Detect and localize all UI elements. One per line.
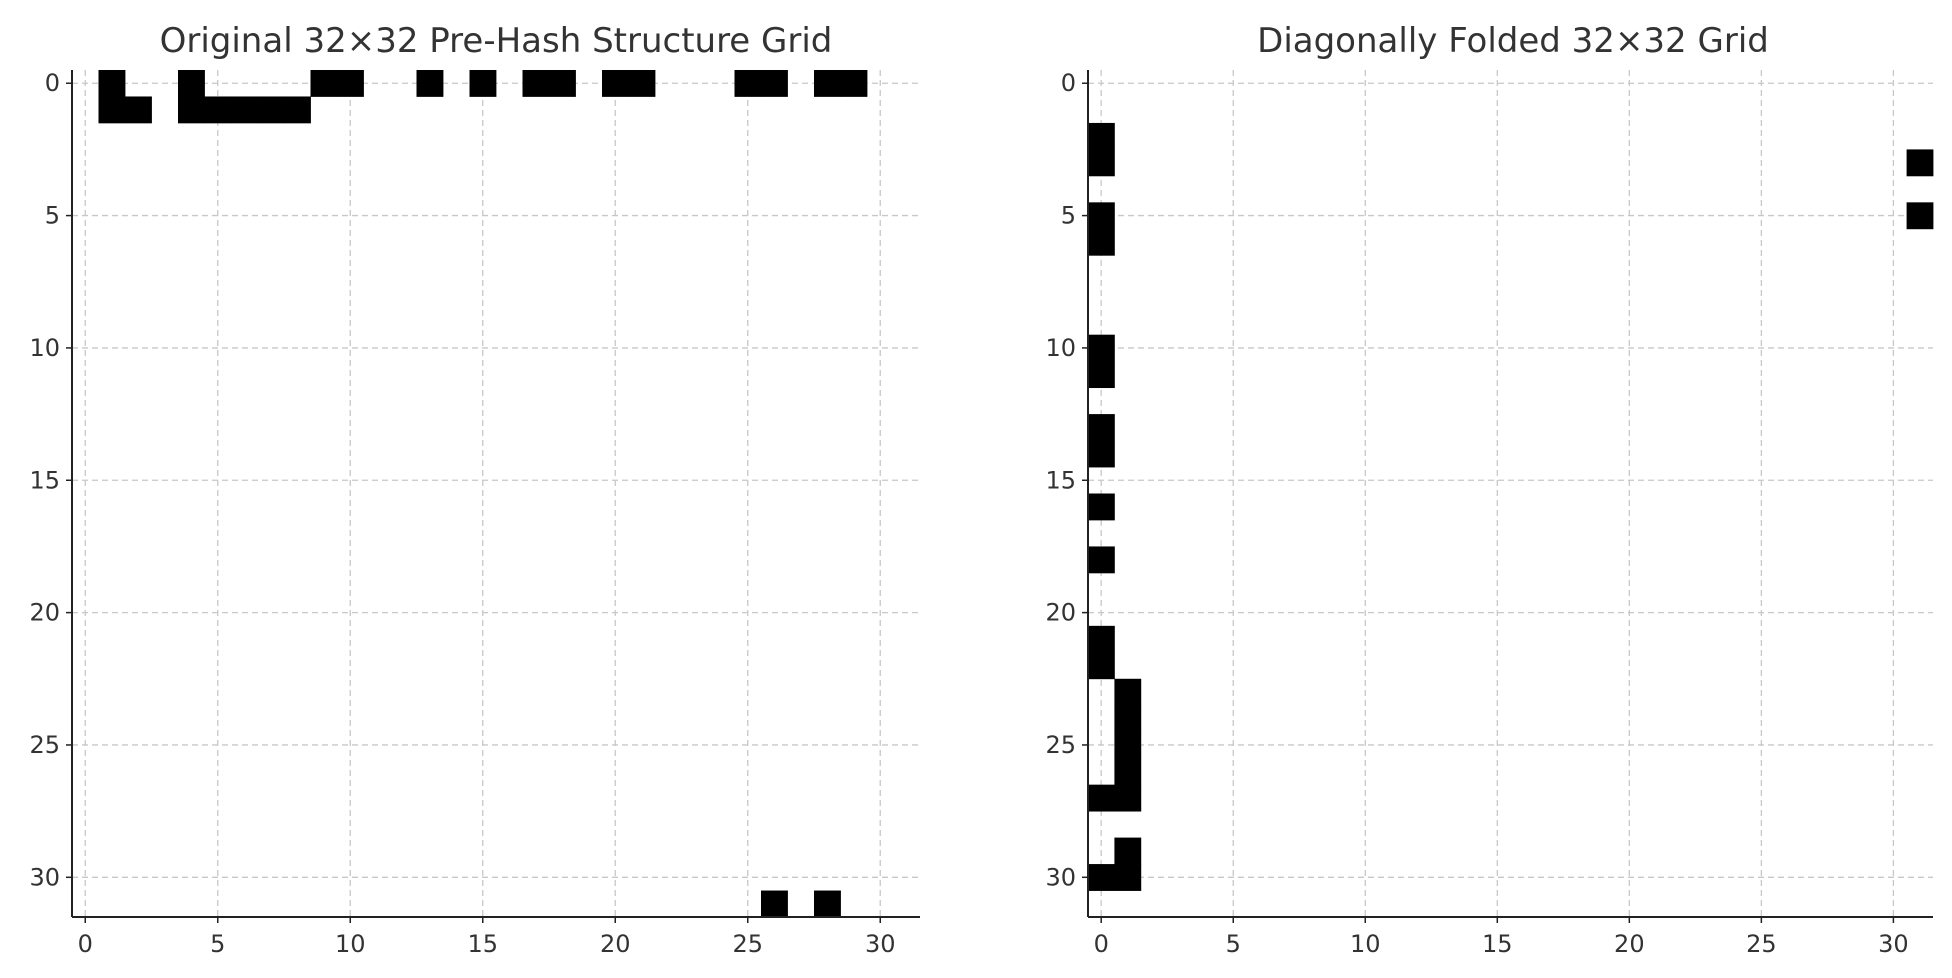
grid-cell-r1-c5 bbox=[204, 96, 232, 124]
grid-cell-r0-c4 bbox=[178, 70, 205, 97]
grid-cell-r5-c0 bbox=[1088, 202, 1115, 230]
y-tick-label-5: 5 bbox=[45, 202, 60, 230]
x-tick-label-30: 30 bbox=[1878, 930, 1909, 958]
grid-cell-r0-c13 bbox=[416, 70, 444, 97]
y-tick-label-15: 15 bbox=[1045, 466, 1076, 494]
grid-cell-r0-c10 bbox=[337, 70, 364, 97]
grid-cell-r0-c18 bbox=[549, 70, 576, 97]
grid-cell-r16-c0 bbox=[1088, 493, 1115, 521]
grid-cell-r27-c0 bbox=[1088, 784, 1115, 812]
grid-cell-r29-c1 bbox=[1114, 837, 1142, 865]
y-tick-label-10: 10 bbox=[1045, 334, 1076, 362]
y-tick-label-10: 10 bbox=[29, 334, 60, 362]
grid-cell-r3-c31 bbox=[1906, 149, 1934, 177]
y-tick-label-0: 0 bbox=[1061, 69, 1076, 97]
y-tick-label-5: 5 bbox=[1061, 202, 1076, 230]
x-tick-label-15: 15 bbox=[467, 930, 498, 958]
grid-cell-r0-c26 bbox=[761, 70, 788, 97]
grid-cell-r0-c17 bbox=[522, 70, 550, 97]
y-tick-label-20: 20 bbox=[29, 599, 60, 627]
y-tick-label-15: 15 bbox=[29, 466, 60, 494]
grid-cell-r10-c0 bbox=[1088, 334, 1115, 362]
x-tick-label-25: 25 bbox=[1746, 930, 1777, 958]
grid-cell-r31-c26 bbox=[761, 890, 788, 918]
chart-title-original: Original 32×32 Pre-Hash Structure Grid bbox=[160, 21, 833, 61]
folded-grid-panel: Diagonally Folded 32×32 Grid 0 0 5 5 10 10 15 1… bbox=[1045, 21, 1934, 958]
y-tick-label-25: 25 bbox=[1045, 731, 1076, 759]
grid-cell-r0-c15 bbox=[469, 70, 497, 97]
grid-cell-r14-c0 bbox=[1088, 440, 1115, 468]
x-tick-label-0: 0 bbox=[1094, 930, 1109, 958]
y-tick-label-0: 0 bbox=[45, 69, 60, 97]
grid-cell-r23-c1 bbox=[1114, 678, 1142, 706]
y-tick-label-25: 25 bbox=[29, 731, 60, 759]
x-tick-label-0: 0 bbox=[78, 930, 93, 958]
grid-cell-r5-c31 bbox=[1906, 202, 1934, 230]
grid-cell-r3-c0 bbox=[1088, 149, 1115, 177]
grid-cell-r0-c1 bbox=[98, 70, 126, 97]
grid-cell-r1-c1 bbox=[98, 96, 126, 124]
y-tick-label-30: 30 bbox=[1045, 863, 1076, 891]
x-tick-label-30: 30 bbox=[865, 930, 896, 958]
y-tick-label-30: 30 bbox=[29, 863, 60, 891]
grid-cell-r26-c1 bbox=[1114, 758, 1142, 786]
chart-title-folded: Diagonally Folded 32×32 Grid bbox=[1257, 21, 1769, 61]
grid-cell-r18-c0 bbox=[1088, 546, 1115, 574]
y-tick-label-20: 20 bbox=[1045, 599, 1076, 627]
grid-cell-r1-c8 bbox=[284, 96, 311, 124]
grid-cell-r25-c1 bbox=[1114, 731, 1142, 759]
x-tick-label-15: 15 bbox=[1482, 930, 1513, 958]
grid-cell-r6-c0 bbox=[1088, 228, 1115, 256]
grid-cell-r0-c29 bbox=[840, 70, 868, 97]
x-tick-label-10: 10 bbox=[1350, 930, 1381, 958]
grid-cell-r0-c25 bbox=[734, 70, 762, 97]
grid-cell-r0-c21 bbox=[628, 70, 656, 97]
grid-cell-r0-c28 bbox=[814, 70, 841, 97]
x-tick-label-5: 5 bbox=[1226, 930, 1241, 958]
grid-cell-r1-c4 bbox=[178, 96, 205, 124]
grid-cell-r27-c1 bbox=[1114, 784, 1142, 812]
x-tick-label-25: 25 bbox=[732, 930, 763, 958]
grid-cell-r30-c0 bbox=[1088, 864, 1115, 891]
x-tick-label-20: 20 bbox=[600, 930, 631, 958]
grid-cell-r1-c7 bbox=[257, 96, 285, 124]
grid-cell-r0-c9 bbox=[310, 70, 338, 97]
original-grid-panel: Original 32×32 Pre-Hash Structure Grid 0… bbox=[29, 21, 920, 958]
x-tick-label-10: 10 bbox=[335, 930, 366, 958]
grid-cell-r21-c0 bbox=[1088, 625, 1115, 653]
grid-cell-r24-c1 bbox=[1114, 705, 1142, 733]
grid-cell-r1-c2 bbox=[125, 96, 152, 124]
grid-cell-r22-c0 bbox=[1088, 652, 1115, 680]
grid-cell-r1-c6 bbox=[231, 96, 258, 124]
grid-cell-r31-c28 bbox=[814, 890, 841, 918]
grid-cell-r2-c0 bbox=[1088, 122, 1115, 150]
grid-cell-r13-c0 bbox=[1088, 414, 1115, 441]
x-tick-label-20: 20 bbox=[1614, 930, 1645, 958]
grid-cell-r30-c1 bbox=[1114, 864, 1142, 891]
x-tick-label-5: 5 bbox=[210, 930, 225, 958]
grid-cell-r0-c20 bbox=[602, 70, 629, 97]
grid-cell-r11-c0 bbox=[1088, 361, 1115, 389]
